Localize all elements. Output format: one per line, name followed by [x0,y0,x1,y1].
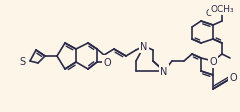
Text: O: O [229,72,237,82]
Text: S: S [19,56,25,66]
Text: OCH₃: OCH₃ [210,5,234,14]
Text: N: N [160,66,168,76]
Text: N: N [140,42,148,52]
Text: O: O [205,9,212,18]
Text: O: O [103,57,111,67]
Text: O: O [209,56,217,66]
